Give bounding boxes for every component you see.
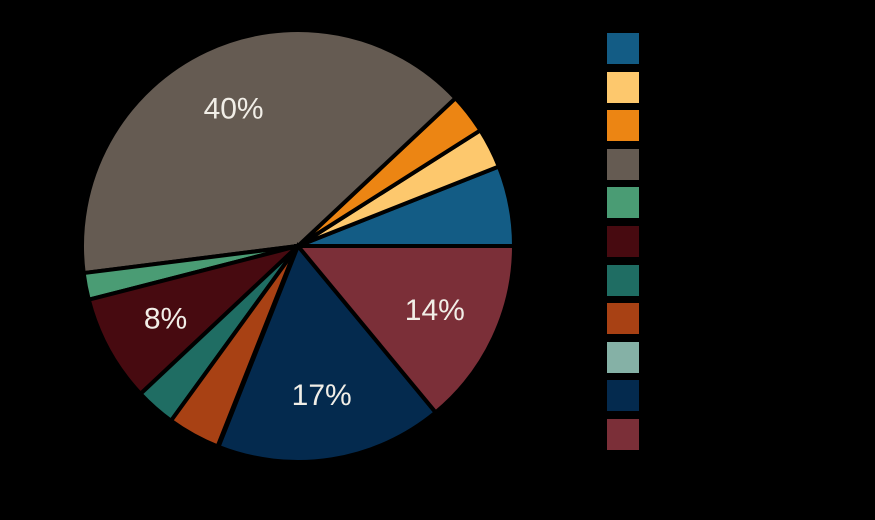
- legend-swatch-11: [606, 417, 640, 451]
- slice-label-10: 17%: [292, 379, 352, 412]
- legend-swatch-10: [606, 379, 640, 413]
- legend-swatch-7: [606, 263, 640, 297]
- pie-slice-10: [215, 242, 439, 464]
- slice-label-6: 8%: [144, 302, 187, 335]
- slice-label-4: 40%: [204, 93, 264, 126]
- legend-swatch-4: [606, 147, 640, 181]
- legend-swatch-1: [606, 32, 640, 65]
- slice-label-11: 14%: [405, 294, 465, 327]
- legend-swatch-6: [606, 224, 640, 258]
- legend: [606, 32, 640, 457]
- pie-slice-4: [80, 28, 459, 276]
- legend-swatch-5: [606, 186, 640, 220]
- legend-swatch-8: [606, 302, 640, 336]
- legend-swatch-3: [606, 109, 640, 143]
- pie-slice-11: [293, 244, 517, 416]
- legend-swatch-9: [606, 340, 640, 374]
- pie-slice-6: [86, 244, 300, 397]
- legend-swatch-2: [606, 70, 640, 104]
